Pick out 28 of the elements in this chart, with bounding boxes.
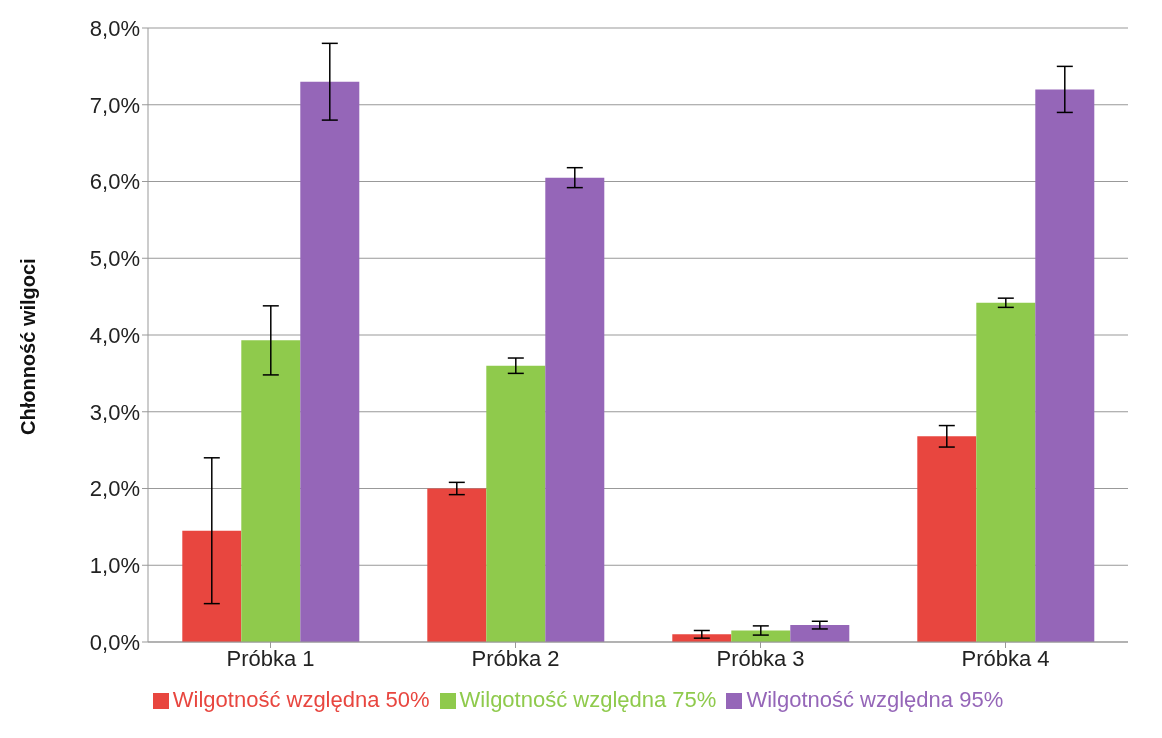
legend-label: Wilgotność względna 50% [172,687,430,712]
y-tick-label: 3,0% [89,399,140,425]
y-axis-title: Chłonność wilgoci [17,258,40,435]
legend-label: Wilgotność względna 75% [459,687,717,712]
bar [1035,89,1095,642]
y-tick-label: 2,0% [89,476,140,502]
y-tick-label: 4,0% [89,322,140,348]
legend-label: Wilgotność względna 95% [746,687,1004,712]
bar [427,488,487,642]
x-tick-label: Próbka 2 [471,645,560,671]
bar [486,365,546,642]
bar [731,630,791,642]
bar [241,340,301,642]
y-tick-label: 1,0% [89,553,140,579]
bar [182,530,242,642]
y-tick-label: 0,0% [89,629,140,655]
y-tick-label: 6,0% [89,169,140,195]
x-tick-label: Próbka 3 [716,645,805,671]
bar [300,81,360,642]
bar [917,436,977,642]
y-tick-label: 8,0% [89,15,140,41]
bar [790,625,850,642]
x-tick-label: Próbka 4 [961,645,1050,671]
bar [976,302,1036,642]
x-tick-label: Próbka 1 [226,645,315,671]
y-tick-label: 5,0% [89,246,140,272]
bar [545,177,605,642]
y-tick-label: 7,0% [89,92,140,118]
